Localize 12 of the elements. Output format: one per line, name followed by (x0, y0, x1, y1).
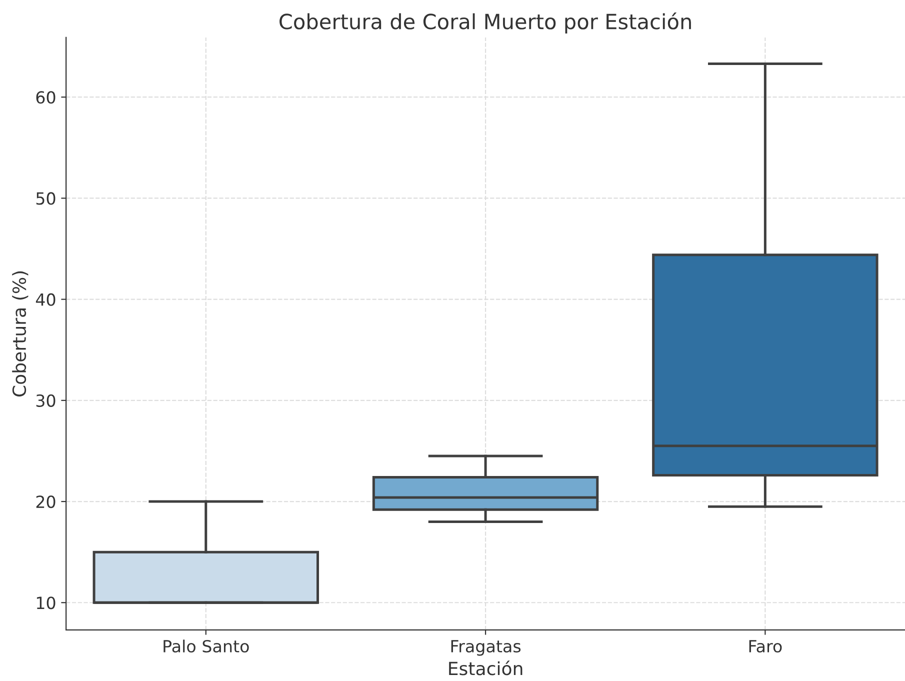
x-tick-label: Fragatas (451, 640, 521, 656)
y-tick-label: 20 (36, 495, 56, 508)
chart-title: Cobertura de Coral Muerto por Estación (280, 12, 691, 34)
y-tick-label: 50 (36, 192, 56, 205)
x-tick-label: Palo Santo (164, 640, 249, 653)
y-tick-label: 10 (36, 596, 56, 610)
y-tick-label: 60 (36, 91, 56, 104)
y-tick-label: 30 (36, 394, 56, 407)
x-axis-title: Estación (449, 660, 522, 676)
y-tick-label: 40 (36, 293, 56, 306)
x-tick-label: Faro (749, 640, 782, 653)
y-axis-title: Cobertura (%) (12, 271, 28, 396)
